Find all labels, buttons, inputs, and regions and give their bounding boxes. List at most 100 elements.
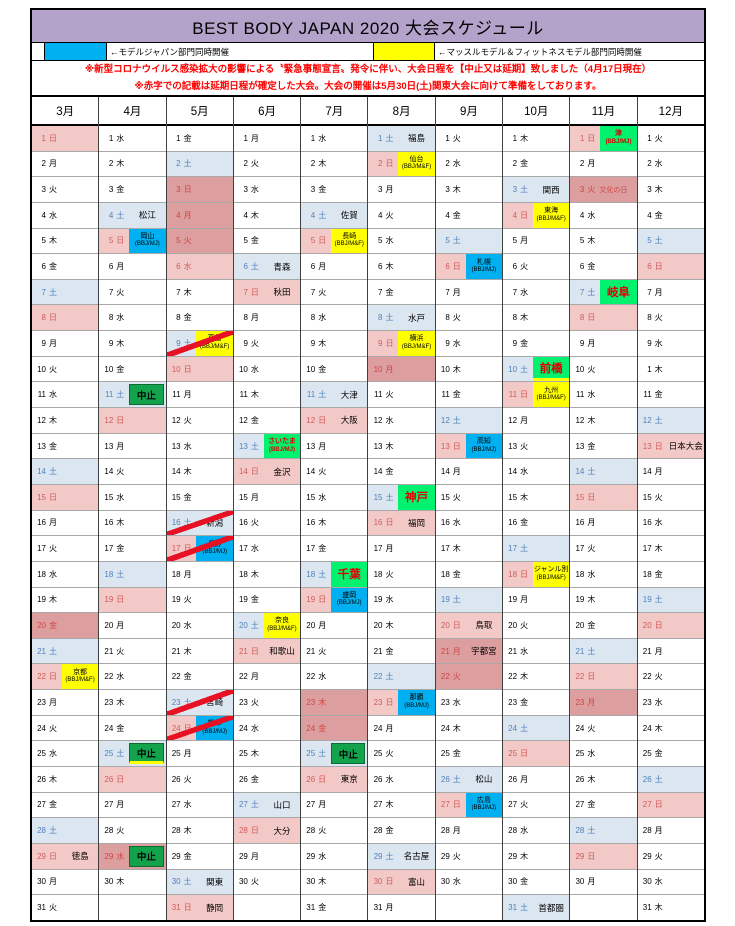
day-number: 8: [243, 313, 248, 323]
day-number: 23: [37, 697, 46, 707]
day-weekday: 土: [116, 210, 125, 220]
day-number: 16: [238, 518, 248, 528]
day-weekday: 土: [587, 646, 596, 656]
day-cell: 16 日 福岡: [368, 510, 435, 537]
day-number: 10: [306, 364, 316, 374]
day-weekday: 木: [452, 364, 461, 374]
day-number: 11: [576, 390, 585, 400]
day-number: 9: [41, 338, 46, 348]
day-weekday: 土: [318, 210, 327, 220]
day-cell: 11 水: [570, 382, 637, 409]
day-weekday: 火: [318, 646, 327, 656]
event-label: 名古屋: [403, 851, 430, 862]
day-number: 8: [378, 313, 383, 323]
day-number: 22: [306, 672, 316, 682]
day-cell: 12 金: [233, 408, 301, 434]
day-number: 14: [171, 467, 181, 477]
day-number: 13: [575, 441, 585, 451]
day-cell: 9 日横浜 (BBJ/M&F): [368, 331, 435, 357]
event-name: 奈良: [274, 617, 289, 625]
day-cell: 15 火: [637, 484, 704, 511]
month-header: 4月: [99, 97, 166, 126]
day-cell: 14 金: [368, 459, 435, 485]
day-cell: 12 日 大阪: [301, 408, 368, 434]
day-cell: 29 日: [570, 843, 637, 870]
day-cell: 17 水: [233, 536, 301, 562]
day-cell: 25 土中止: [301, 741, 368, 768]
month-header: 12月: [637, 97, 704, 126]
day-weekday: 火: [385, 569, 394, 579]
day-weekday: 水: [452, 338, 461, 348]
event-name: 広島: [476, 796, 491, 804]
day-weekday: 水: [452, 877, 461, 887]
day-number: 3: [512, 185, 518, 195]
event-division: (BBJ/MJ): [471, 805, 497, 812]
day-number: 1: [243, 133, 248, 143]
event-label: 青森: [273, 261, 291, 272]
day-weekday: 土: [587, 826, 596, 836]
day-number: 20: [37, 620, 46, 630]
event-division: (BBJ/M&F): [536, 215, 566, 222]
event-label: 松江: [138, 210, 156, 221]
day-cell: 13 火: [503, 433, 570, 460]
event-label: 首都圏: [538, 902, 564, 913]
day-weekday: 月: [318, 800, 327, 810]
day-cell: 28 日 大分: [233, 818, 301, 844]
day-number: 31: [171, 903, 181, 913]
day-weekday: 火: [654, 313, 663, 323]
day-weekday: 金: [587, 800, 596, 810]
day-number: 20: [306, 620, 316, 630]
day-weekday: 水: [250, 544, 259, 554]
day-cell: 21 火: [99, 638, 166, 665]
day-number: 30: [238, 877, 248, 887]
event-division: (BBJ/MJ): [268, 446, 295, 453]
day-weekday: 水: [183, 441, 192, 451]
day-number: 21: [306, 646, 316, 656]
day-weekday: 水: [654, 518, 663, 528]
month-header: 8月: [368, 97, 435, 126]
event-label: 関東: [206, 876, 224, 887]
day-cell: 20 月: [99, 613, 166, 639]
day-weekday: 火: [116, 467, 125, 477]
day-weekday: 金: [385, 826, 394, 836]
day-cell: 21 金: [368, 638, 435, 665]
day-weekday: 金: [520, 697, 529, 707]
day-number: 3: [243, 185, 248, 195]
day-number: 16: [37, 518, 46, 528]
day-cell: 22 火: [637, 664, 704, 691]
event-division: (BBJ/M&F): [401, 343, 432, 350]
day-weekday: 金: [452, 210, 461, 220]
day-cell: 25 金: [637, 741, 704, 768]
day-weekday: 火: [49, 544, 57, 554]
day-cell: 25 木: [233, 741, 301, 768]
day-weekday: 火: [654, 492, 663, 502]
day-cell: 24 日熊本 (BBJ/MJ): [166, 715, 233, 742]
day-cell: 12 木: [32, 408, 99, 434]
day-weekday: 金: [49, 620, 57, 630]
day-number: 1: [647, 133, 652, 143]
day-cell: 28 月: [637, 818, 704, 844]
day-weekday: 水: [116, 133, 125, 143]
day-cell: 10 木: [435, 356, 503, 383]
day-weekday: 土: [385, 672, 394, 682]
day-cell: 18 土千葉: [301, 561, 368, 588]
day-weekday: 水: [587, 390, 596, 400]
day-weekday: 日: [49, 851, 57, 861]
day-number: 2: [579, 159, 585, 169]
day-weekday: 金: [385, 287, 394, 297]
day-weekday: 月: [49, 518, 57, 528]
event-label: 前橋: [532, 356, 570, 382]
day-weekday: 金: [452, 569, 461, 579]
day-weekday: 木: [318, 518, 327, 528]
day-cell: 15 日: [570, 484, 637, 511]
day-number: 20: [238, 620, 248, 630]
day-number: 28: [37, 826, 46, 836]
day-cell: 11 月: [166, 382, 233, 409]
